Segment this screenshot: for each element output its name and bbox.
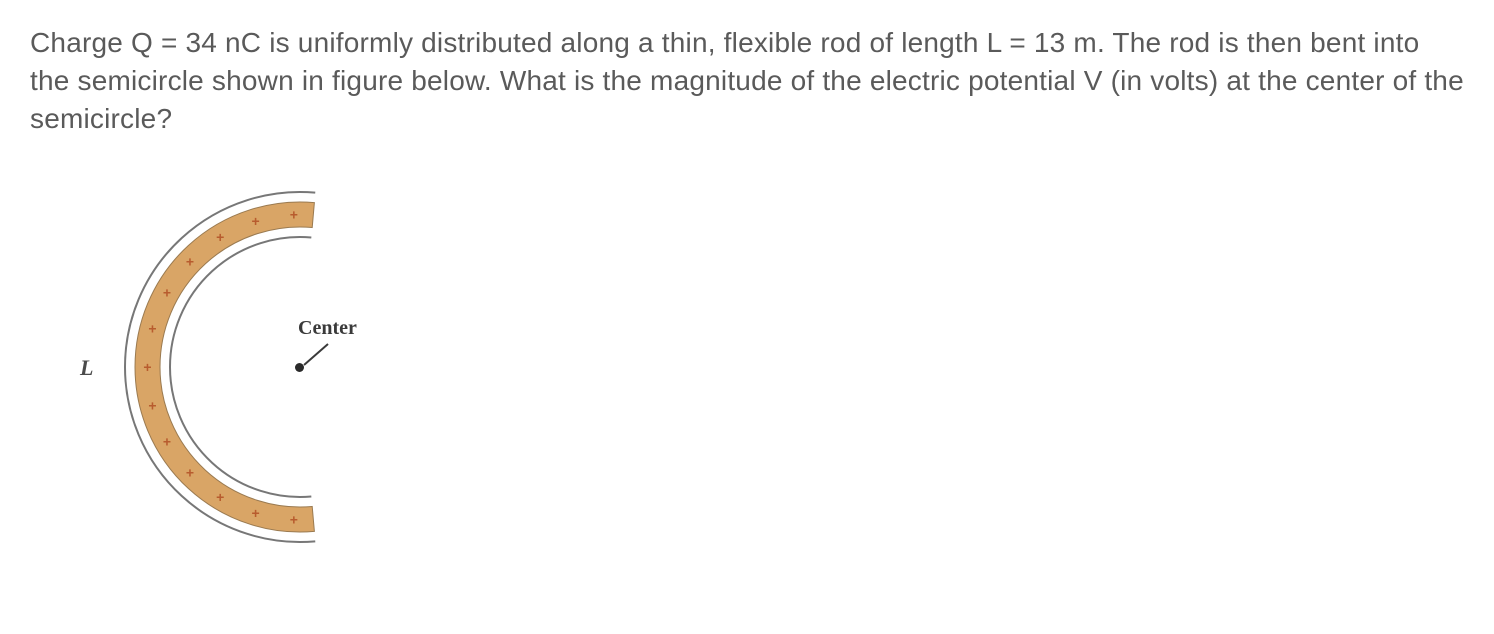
svg-text:+: + bbox=[216, 489, 224, 505]
label-center: Center bbox=[298, 317, 357, 340]
arc-band bbox=[135, 202, 314, 532]
svg-text:+: + bbox=[290, 207, 298, 223]
semicircle-diagram: + + + + + + + + + + + + + bbox=[90, 187, 410, 547]
svg-text:+: + bbox=[148, 321, 156, 337]
svg-text:+: + bbox=[163, 285, 171, 301]
label-L: L bbox=[80, 355, 93, 381]
svg-text:+: + bbox=[252, 505, 260, 521]
svg-text:+: + bbox=[252, 213, 260, 229]
problem-statement: Charge Q = 34 nC is uniformly distribute… bbox=[30, 24, 1464, 137]
svg-text:+: + bbox=[163, 434, 171, 450]
svg-text:+: + bbox=[148, 398, 156, 414]
figure-semicircle: +++++++++++++ L Center bbox=[90, 187, 410, 547]
svg-text:+: + bbox=[216, 229, 224, 245]
center-pointer-line bbox=[304, 344, 328, 365]
svg-text:+: + bbox=[290, 512, 298, 528]
svg-text:+: + bbox=[186, 254, 194, 270]
svg-text:+: + bbox=[143, 359, 151, 375]
svg-text:+: + bbox=[186, 465, 194, 481]
